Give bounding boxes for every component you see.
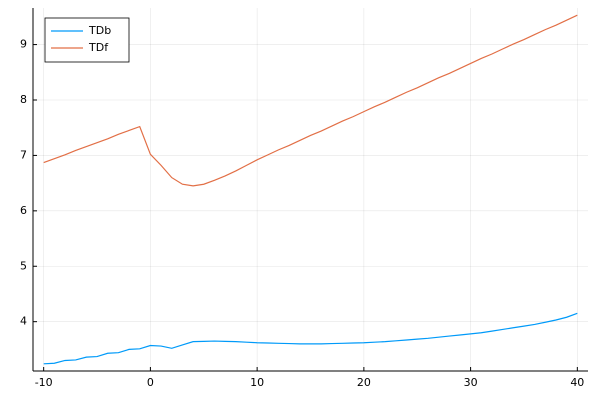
line-series <box>43 312 578 365</box>
x-tick-label: 40 <box>570 376 584 389</box>
y-tick-label: 5 <box>20 259 27 272</box>
y-tick-label: 9 <box>20 38 27 51</box>
x-tick-label: 10 <box>250 376 264 389</box>
line-series <box>43 14 578 187</box>
x-tick-label: 30 <box>464 376 478 389</box>
x-tick-label: 20 <box>357 376 371 389</box>
y-tick-label: 8 <box>20 93 27 106</box>
legend-box <box>44 17 130 63</box>
y-tick-label: 7 <box>20 148 27 161</box>
x-tick-label: -10 <box>35 376 53 389</box>
y-tick-label: 4 <box>20 315 27 328</box>
legend-label: TDb <box>88 24 111 37</box>
x-tick-label: 0 <box>147 376 154 389</box>
legend-label: TDf <box>88 41 109 54</box>
y-tick-label: 6 <box>20 204 27 217</box>
